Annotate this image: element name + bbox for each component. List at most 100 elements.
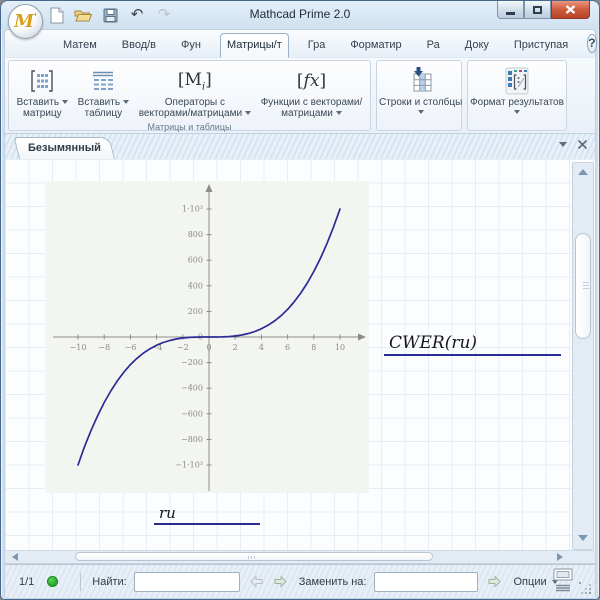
open-button[interactable] [74,6,92,24]
matrix-functions-icon: [fx] [296,71,327,91]
page-view-button[interactable] [553,568,573,581]
vector-ops-label-line1: Операторы с [164,97,225,108]
maximize-button[interactable] [524,1,551,19]
result-format-label: Формат результатов [470,97,564,108]
plot-region[interactable]: −10 −8 −6 −4 −2 0 2 4 6 8 10 1·10³ 800 600 400 200 0 −200… [45,181,369,493]
ribbon-tab-calculation[interactable]: Ра [426,39,440,51]
svg-text:4: 4 [259,343,264,352]
app-logo-letter: M [14,11,34,32]
ribbon-group-result-format: Формат результатов [467,60,567,131]
replace-next-button[interactable] [487,575,502,588]
y-axis-expression[interactable]: CWER(ru) [384,333,561,356]
scroll-up-button[interactable] [578,169,588,175]
h-scrollbar[interactable] [4,550,596,564]
worksheet[interactable]: −10 −8 −6 −4 −2 0 2 4 6 8 10 1·10³ 800 600 400 200 0 −200… [4,159,596,550]
redo-icon: ↷ [157,6,171,23]
ribbon-tab-functions[interactable]: Фун [181,39,201,51]
save-floppy-icon [103,8,117,22]
statusbar: 1/1 Найти: Заменить на: Опции [4,564,596,599]
close-icon [565,5,576,14]
options-button[interactable]: Опции [514,576,558,588]
doc-tab-close-button[interactable] [577,139,588,150]
vector-funcs-label-line2: матрицами [281,108,333,119]
ribbon-tab-io[interactable]: Ввод/в [121,39,157,51]
insert-table-label-line2: таблицу [84,108,123,119]
window-controls [497,1,590,19]
v-scroll-thumb[interactable] [575,233,591,339]
svg-text:0: 0 [206,343,211,352]
v-scrollbar[interactable] [572,162,594,550]
h-scroll-thumb[interactable] [75,552,433,561]
new-document-icon [50,7,63,23]
ribbon-tab-formatting[interactable]: Форматир [350,39,402,51]
page-view-icon [553,568,573,581]
svg-text:10: 10 [335,343,345,352]
insert-table-button[interactable]: Вставить таблицу [76,63,131,121]
redo-button[interactable]: ↷ [155,6,173,24]
xy-plot: −10 −8 −6 −4 −2 0 2 4 6 8 101·10³8006004002000−200… [53,184,366,491]
svg-text:−6: −6 [125,343,137,352]
ribbon-tab-document[interactable]: Доку [464,39,489,51]
scroll-right-button[interactable] [557,553,563,561]
svg-text:−800: −800 [181,435,203,444]
svg-text:800: 800 [188,230,203,239]
quick-access-toolbar: ↶ ↷ [47,6,173,24]
x-axis-expression[interactable]: ru [154,504,260,525]
find-previous-button[interactable] [249,575,264,588]
minimize-icon [506,11,515,15]
find-label: Найти: [92,575,127,588]
ribbon-tab-matrices[interactable]: Матрицы/т [219,33,289,58]
page-indicator: 1/1 [19,575,35,588]
view-mode-buttons [553,568,573,592]
draft-view-button[interactable] [555,584,571,592]
result-format-button[interactable]: Формат результатов [468,63,566,116]
document-tab[interactable]: Безымянный [19,137,115,159]
vector-funcs-label-line1: Функции с векторами/ [260,97,363,108]
document-tabbar: Безымянный [4,134,596,159]
dropdown-arrow-icon [123,100,130,105]
titlebar: M' ↶ ↷ Mathcad Prime 2.0 [1,1,599,39]
document-tab-label: Безымянный [28,142,101,154]
scroll-down-button[interactable] [578,535,588,541]
rows-columns-button[interactable]: Строки и столбцы [377,63,464,116]
ribbon-group-rows-columns: Строки и столбцы [376,60,462,131]
svg-text:2: 2 [233,343,238,352]
ribbon-tab-math[interactable]: Матем [63,39,97,51]
scroll-left-button[interactable] [12,553,18,561]
help-button[interactable]: ? [587,34,597,53]
save-button[interactable] [101,6,119,24]
new-document-button[interactable] [47,6,65,24]
maximize-icon [533,5,542,14]
matrix-operators-icon: [Mi] [177,69,212,93]
vector-matrix-operators-button[interactable]: [Mi] Операторы с векторами/матрицами [137,63,253,121]
app-logo-button[interactable]: M' [8,4,43,39]
minimize-button[interactable] [497,1,524,19]
vector-matrix-functions-button[interactable]: [fx] Функции с векторами/ матрицами [259,63,365,121]
dropdown-arrow-icon [514,110,520,114]
replace-input[interactable] [373,571,478,592]
arrow-left-icon [250,575,263,588]
rows-columns-label: Строки и столбцы [379,97,463,108]
insert-matrix-label-line1: Вставить [16,97,60,108]
dropdown-arrow-icon [417,110,424,114]
svg-text:−4: −4 [151,343,163,352]
ribbon: Вставить матрицу [4,57,596,134]
insert-matrix-button[interactable]: Вставить матрицу [15,63,70,121]
close-button[interactable] [551,1,590,19]
arrow-right-icon [488,575,501,588]
find-input[interactable] [133,571,240,592]
svg-text:600: 600 [188,256,203,265]
ribbon-tab-getting-started[interactable]: Приступая [513,39,569,51]
calc-status-icon [47,576,59,587]
find-next-button[interactable] [273,575,288,588]
resize-grip[interactable] [579,582,592,595]
svg-text:−400: −400 [181,384,203,393]
insert-matrix-icon [31,70,54,92]
doc-tab-menu-button[interactable] [559,142,567,147]
undo-icon: ↶ [130,6,144,23]
ribbon-group-label: Матрицы и таблицы [147,122,232,132]
svg-text:−600: −600 [181,409,203,418]
undo-button[interactable]: ↶ [128,6,146,24]
ribbon-tab-plots[interactable]: Гра [307,39,326,51]
